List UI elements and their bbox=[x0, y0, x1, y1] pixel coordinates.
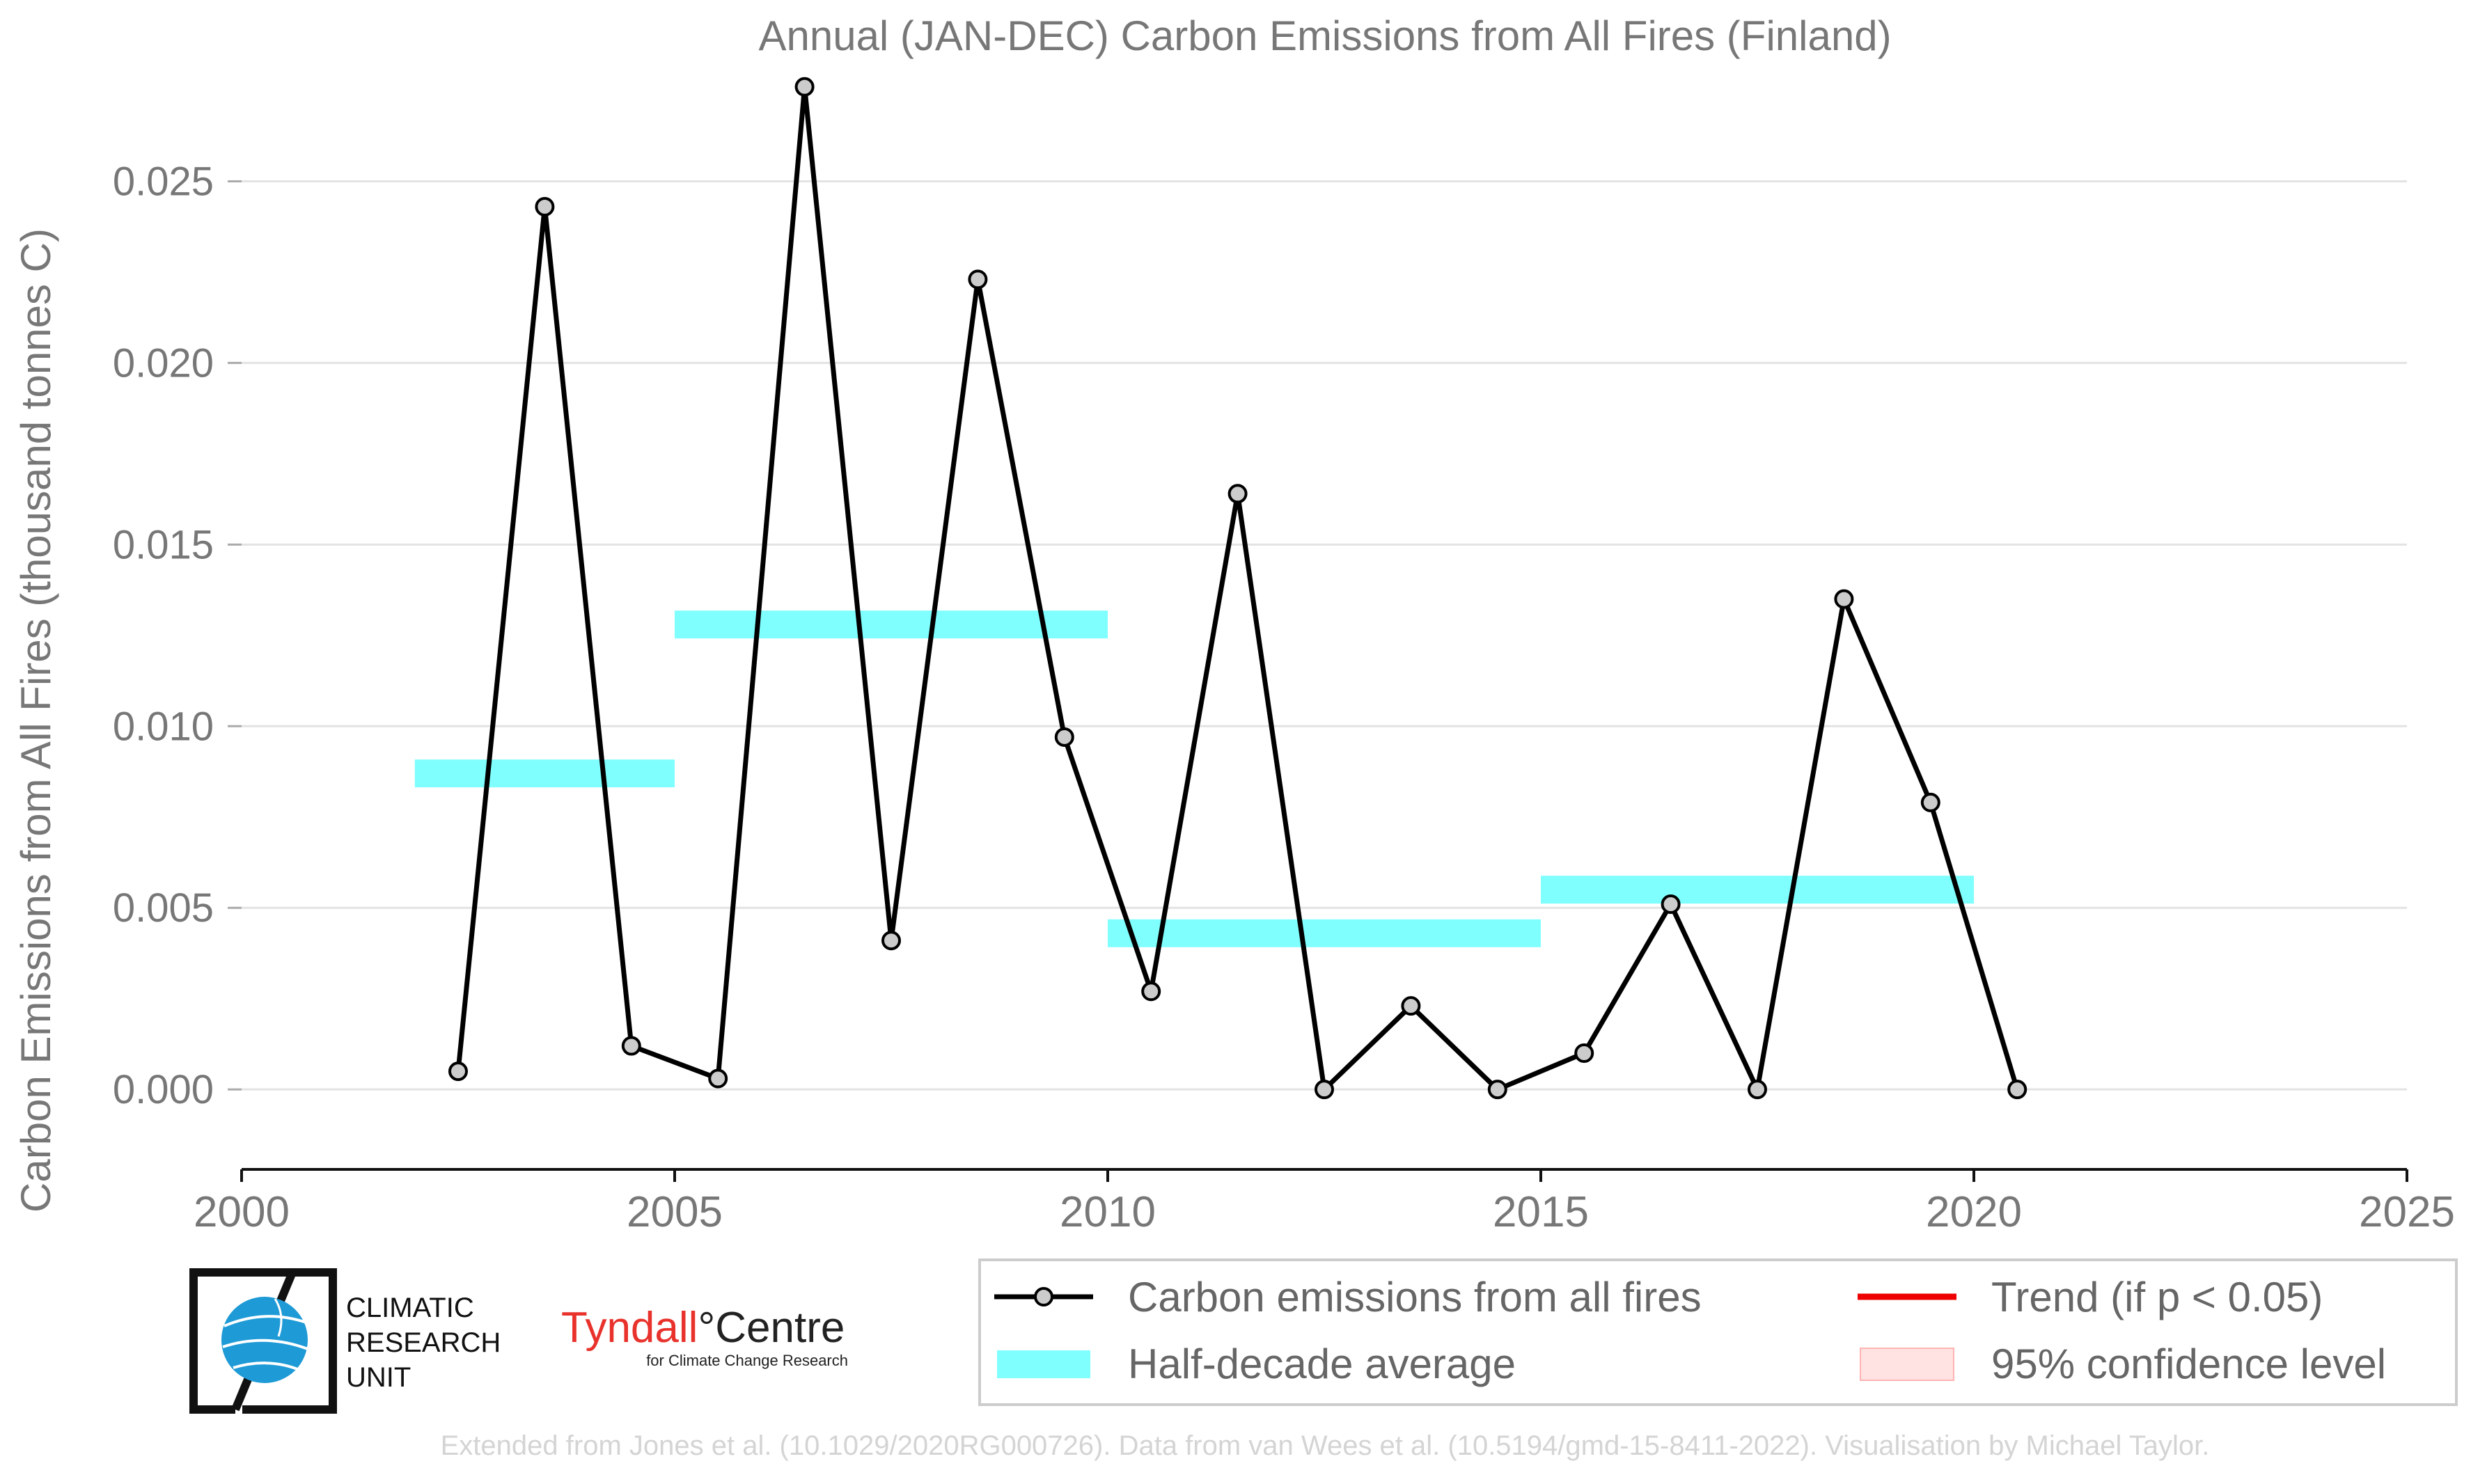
legend-swatch-emissions-point bbox=[1034, 1287, 1053, 1307]
emissions-point-11 bbox=[1401, 996, 1421, 1016]
x-tick-label-0: 2000 bbox=[194, 1188, 290, 1236]
tyndall-degree: ° bbox=[698, 1304, 715, 1352]
emissions-point-7 bbox=[1054, 727, 1074, 747]
emissions-point-13 bbox=[1574, 1043, 1594, 1063]
legend-label-confidence: 95% confidence level bbox=[1991, 1341, 2386, 1387]
chart-title: Annual (JAN-DEC) Carbon Emissions from A… bbox=[758, 13, 1891, 59]
emissions-point-8 bbox=[1141, 981, 1161, 1002]
tyndall-centre-word: Centre bbox=[715, 1304, 845, 1352]
emissions-point-0 bbox=[448, 1061, 468, 1082]
y-axis-label: Carbon Emissions from All Fires (thousan… bbox=[13, 228, 59, 1213]
emissions-point-1 bbox=[535, 197, 555, 217]
emissions-point-18 bbox=[2007, 1080, 2027, 1100]
emissions-point-12 bbox=[1487, 1080, 1507, 1100]
y-tick-label-0: 0.000 bbox=[113, 1067, 214, 1112]
half-decade-bars bbox=[414, 610, 1974, 947]
gridlines bbox=[242, 180, 2407, 1091]
x-tick-label-3: 2015 bbox=[1493, 1188, 1589, 1236]
emissions-point-6 bbox=[968, 269, 988, 290]
svg-text:Tyndall°Centre: Tyndall°Centre bbox=[561, 1304, 845, 1352]
legend: Carbon emissions from all fires Half-dec… bbox=[978, 1258, 2458, 1406]
x-axis: 2000 2005 2010 2015 2020 2025 bbox=[194, 1168, 2455, 1236]
half-decade-bar-3 bbox=[1541, 876, 1974, 904]
emissions-point-2 bbox=[621, 1036, 641, 1056]
cru-text-line3: UNIT bbox=[346, 1362, 411, 1393]
tyndall-subtitle: for Climate Change Research bbox=[646, 1352, 848, 1369]
emissions-point-17 bbox=[1920, 792, 1940, 812]
y-tick-label-3: 0.015 bbox=[113, 522, 214, 567]
legend-label-emissions: Carbon emissions from all fires bbox=[1128, 1274, 1702, 1320]
emissions-point-4 bbox=[794, 77, 815, 97]
cru-text-line2: RESEARCH bbox=[346, 1327, 501, 1358]
x-tick-label-1: 2005 bbox=[627, 1188, 723, 1236]
y-tick-label-5: 0.025 bbox=[113, 159, 214, 204]
x-tick-label-5: 2025 bbox=[2359, 1188, 2455, 1236]
cru-text-line1: CLIMATIC bbox=[346, 1293, 474, 1323]
half-decade-bar-2 bbox=[1108, 919, 1541, 947]
footer-credit: Extended from Jones et al. (10.1029/2020… bbox=[441, 1430, 2210, 1461]
half-decade-bar-0 bbox=[414, 759, 675, 788]
cru-logo: CLIMATIC RESEARCH UNIT bbox=[189, 1268, 501, 1414]
legend-swatch-confidence bbox=[1860, 1348, 1954, 1381]
emissions-point-10 bbox=[1315, 1080, 1334, 1100]
emissions-point-5 bbox=[881, 931, 901, 951]
y-tick-label-1: 0.005 bbox=[113, 885, 214, 931]
legend-label-half-decade: Half-decade average bbox=[1128, 1341, 1516, 1387]
emissions-point-14 bbox=[1661, 894, 1681, 915]
x-tick-label-4: 2020 bbox=[1926, 1188, 2022, 1236]
emissions-point-9 bbox=[1227, 484, 1248, 504]
emissions-point-15 bbox=[1748, 1080, 1767, 1100]
y-tick-labels: 0.000 0.005 0.010 0.015 0.020 0.025 bbox=[113, 159, 242, 1112]
y-tick-label-4: 0.020 bbox=[113, 340, 214, 386]
legend-swatch-half-decade bbox=[997, 1350, 1090, 1378]
legend-label-trend: Trend (if p < 0.05) bbox=[1991, 1274, 2323, 1320]
tyndall-word: Tyndall bbox=[561, 1304, 698, 1352]
emissions-points bbox=[448, 77, 2027, 1100]
emissions-point-16 bbox=[1834, 589, 1854, 609]
x-tick-label-2: 2010 bbox=[1060, 1188, 1156, 1236]
emissions-point-3 bbox=[708, 1068, 728, 1089]
tyndall-logo: Tyndall°Centre for Climate Change Resear… bbox=[561, 1304, 848, 1369]
y-tick-label-2: 0.010 bbox=[113, 704, 214, 749]
legend-box bbox=[978, 1258, 2458, 1406]
half-decade-bar-1 bbox=[675, 610, 1108, 639]
